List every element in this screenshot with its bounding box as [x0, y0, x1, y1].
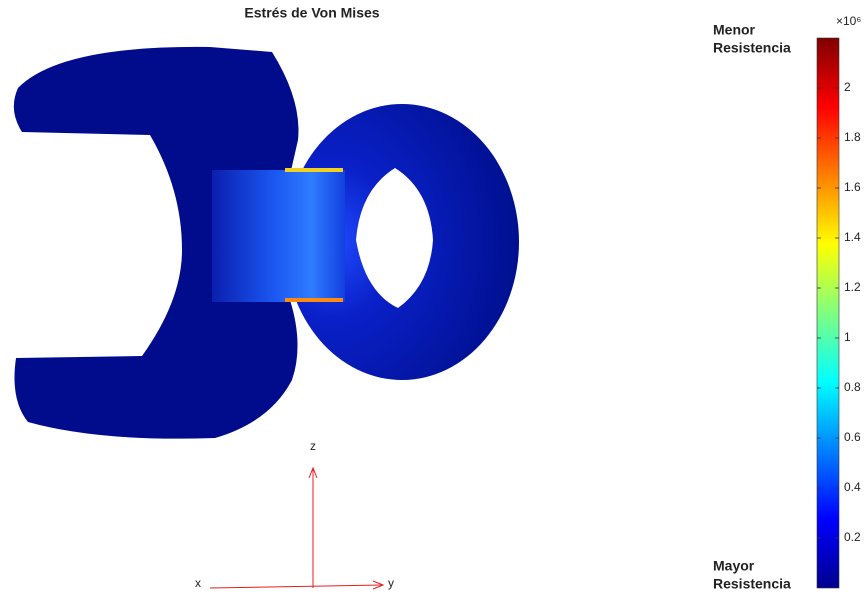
colorbar-tick-label: 1.2 — [844, 280, 861, 294]
colorbar-tick-label: 1.6 — [844, 180, 861, 194]
mesh — [13, 46, 519, 439]
colorbar-tick-label: 0.2 — [844, 530, 861, 544]
colorbar-tick-label: 1 — [844, 330, 851, 344]
colorbar-exponent: ×10⁶ — [836, 14, 861, 28]
clamp — [13, 46, 299, 439]
colorbar-tick-label: 0.4 — [844, 480, 861, 494]
colorbar-bottom-label: Resistencia — [713, 576, 791, 592]
colorbar-tick-label: 2 — [844, 80, 851, 94]
colorbar-tick-label: 1.8 — [844, 130, 861, 144]
axes-triad — [209, 466, 385, 590]
colorbar-tick-label: 0.6 — [844, 430, 861, 444]
colorbar-top-label: Resistencia — [713, 40, 791, 56]
z-label: z — [310, 439, 316, 453]
pin-edge-top — [285, 168, 343, 172]
colorbar-tick-label: 1.4 — [844, 230, 861, 244]
y-arrow — [372, 580, 385, 590]
x-label: x — [195, 576, 201, 590]
z-arrow — [308, 466, 318, 479]
pin-edge-bottom — [285, 298, 343, 302]
chart-title: Estrés de Von Mises — [244, 5, 379, 21]
colorbar — [816, 37, 840, 589]
colorbar-bottom-label: Mayor — [713, 558, 755, 574]
ring-hole — [356, 168, 433, 308]
colorbar-top-label: Menor — [713, 22, 756, 38]
y-label: y — [388, 576, 394, 590]
colorbar-tick-label: 0.8 — [844, 380, 861, 394]
pin — [212, 170, 345, 302]
x-y-axis — [209, 584, 384, 589]
